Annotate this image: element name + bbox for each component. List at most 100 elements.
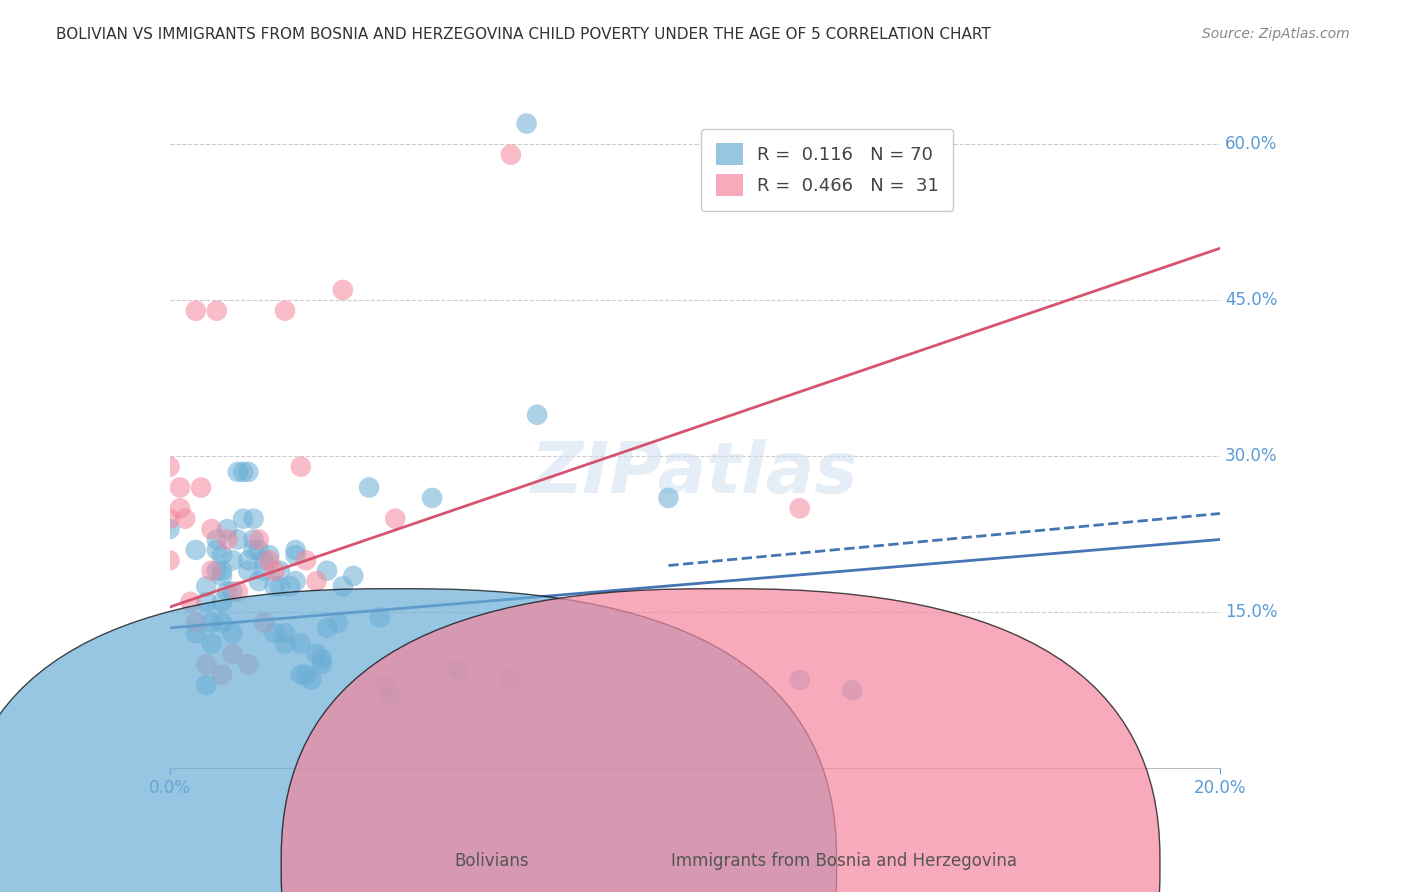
Point	[226, 584, 249, 599]
Point	[499, 147, 522, 161]
Point	[284, 542, 307, 557]
Point	[253, 553, 276, 567]
Point	[205, 542, 228, 557]
Point	[217, 584, 239, 599]
Text: 15.0%: 15.0%	[1225, 603, 1278, 622]
Point	[342, 569, 364, 583]
Point	[200, 564, 222, 578]
Point	[316, 621, 339, 635]
Point	[211, 569, 233, 583]
Point	[295, 667, 318, 681]
Point	[232, 465, 254, 479]
Point	[195, 678, 218, 692]
Point	[159, 459, 181, 474]
Point	[657, 491, 679, 505]
Point	[420, 491, 443, 505]
Point	[200, 636, 222, 650]
Point	[226, 533, 249, 547]
Point	[263, 579, 285, 593]
Point	[789, 501, 811, 516]
Point	[159, 553, 181, 567]
Point	[516, 116, 538, 130]
Point	[278, 579, 301, 593]
Point	[169, 501, 191, 516]
Point	[295, 553, 318, 567]
Point	[269, 564, 291, 578]
Point	[499, 673, 522, 687]
Point	[290, 459, 312, 474]
Text: Bolivians: Bolivians	[454, 852, 530, 870]
Point	[221, 584, 243, 599]
Text: Source: ZipAtlas.com: Source: ZipAtlas.com	[1202, 27, 1350, 41]
Point	[211, 595, 233, 609]
Point	[190, 481, 212, 495]
Point	[238, 465, 260, 479]
Point	[221, 626, 243, 640]
Point	[217, 533, 239, 547]
Point	[200, 615, 222, 630]
Point	[180, 595, 202, 609]
Point	[211, 667, 233, 681]
Point	[357, 481, 380, 495]
Point	[205, 564, 228, 578]
Point	[238, 553, 260, 567]
Point	[238, 657, 260, 672]
Point	[247, 574, 270, 588]
Point	[205, 303, 228, 318]
Point	[263, 564, 285, 578]
Text: ZIPatlas: ZIPatlas	[531, 439, 858, 508]
Point	[447, 663, 470, 677]
Point	[305, 574, 328, 588]
Point	[378, 689, 401, 703]
Point	[184, 626, 207, 640]
Point	[311, 652, 333, 666]
Point	[200, 522, 222, 536]
Point	[259, 548, 281, 562]
Point	[184, 303, 207, 318]
Point	[221, 647, 243, 661]
Point	[205, 533, 228, 547]
Point	[247, 533, 270, 547]
Point	[290, 636, 312, 650]
Point	[311, 657, 333, 672]
Point	[299, 673, 322, 687]
Point	[226, 465, 249, 479]
Point	[211, 564, 233, 578]
Point	[184, 615, 207, 630]
Point	[221, 553, 243, 567]
Point	[305, 647, 328, 661]
Point	[332, 579, 354, 593]
Point	[841, 683, 863, 698]
Point	[211, 548, 233, 562]
Text: Immigrants from Bosnia and Herzegovina: Immigrants from Bosnia and Herzegovina	[671, 852, 1017, 870]
Text: 45.0%: 45.0%	[1225, 292, 1278, 310]
Point	[232, 512, 254, 526]
Point	[169, 481, 191, 495]
Point	[242, 512, 264, 526]
Point	[284, 574, 307, 588]
Point	[274, 626, 297, 640]
Point	[374, 678, 396, 692]
Point	[253, 564, 276, 578]
Point	[195, 579, 218, 593]
Point	[259, 553, 281, 567]
Point	[174, 512, 197, 526]
Point	[368, 610, 391, 624]
Point	[274, 636, 297, 650]
Point	[526, 408, 548, 422]
Point	[242, 533, 264, 547]
Legend: R =  0.116   N = 70, R =  0.466   N =  31: R = 0.116 N = 70, R = 0.466 N = 31	[702, 128, 953, 211]
Point	[247, 542, 270, 557]
Point	[284, 548, 307, 562]
Point	[263, 626, 285, 640]
Point	[332, 283, 354, 297]
Point	[326, 615, 349, 630]
Point	[195, 657, 218, 672]
Point	[159, 522, 181, 536]
Point	[290, 667, 312, 681]
Text: 60.0%: 60.0%	[1225, 136, 1278, 153]
Point	[789, 673, 811, 687]
Point	[211, 615, 233, 630]
Point	[253, 615, 276, 630]
Point	[238, 564, 260, 578]
